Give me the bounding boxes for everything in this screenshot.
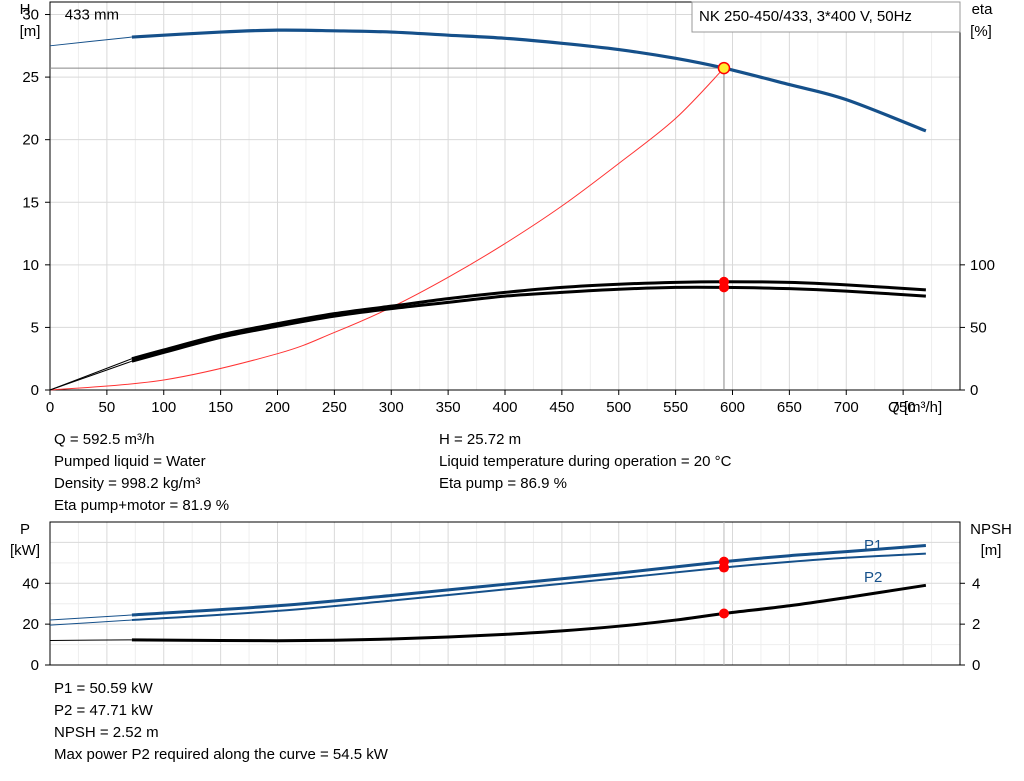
result-density: Density = 998.2 kg/m³	[54, 475, 201, 492]
x-tick-label: 300	[379, 399, 404, 416]
curve-annotation: 433 mm	[65, 7, 119, 24]
result-npsh: NPSH = 2.52 m	[54, 724, 159, 741]
x-tick-label: 550	[663, 399, 688, 416]
x-tick-label: 400	[492, 399, 517, 416]
eta-pump-motor-curve	[131, 285, 926, 363]
eta-curve-extrapolation	[49, 360, 133, 391]
head-duty-marker	[717, 61, 731, 75]
y-tick-label: 40	[22, 575, 39, 592]
result-eta-pump: Eta pump = 86.9 %	[439, 475, 567, 492]
y-right-tick-label: 50	[970, 319, 987, 336]
x-axis-title: Q [m³/h]	[888, 399, 942, 416]
p1-curve-extrapolation	[49, 614, 132, 621]
result-eta-pump-motor: Eta pump+motor = 81.9 %	[54, 497, 230, 514]
results-top-right: H = 25.72 m Liquid temperature during op…	[439, 429, 731, 495]
p2-curve	[131, 552, 926, 622]
y-right-tick-label: 0	[972, 657, 980, 674]
y-right-axis-title: NPSH	[970, 521, 1012, 538]
x-tick-label: 450	[549, 399, 574, 416]
x-tick-label: 250	[322, 399, 347, 416]
y-tick-label: 5	[31, 319, 39, 336]
y-right-axis-unit: [%]	[970, 23, 992, 40]
y-tick-label: 20	[22, 132, 39, 149]
y-axis-title: H	[20, 1, 31, 18]
x-tick-label: 100	[151, 399, 176, 416]
x-tick-label: 600	[720, 399, 745, 416]
p1-curve	[131, 543, 926, 617]
y-tick-label: 30	[22, 7, 39, 24]
p2-curve-extrapolation	[49, 619, 132, 626]
y-tick-label: 0	[31, 657, 39, 674]
y-axis-unit: [m]	[20, 23, 41, 40]
x-tick-label: 200	[265, 399, 290, 416]
x-tick-label: 0	[46, 399, 54, 416]
y-right-tick-label: 2	[972, 616, 980, 633]
result-head: H = 25.72 m	[439, 431, 522, 448]
y-axis-title: P	[20, 521, 30, 538]
head-curve-extrapolation	[49, 36, 132, 47]
system-curve	[49, 67, 725, 391]
npsh-curve-extrapolation	[49, 639, 132, 641]
x-tick-label: 650	[777, 399, 802, 416]
series-label-p1: P1	[864, 537, 882, 554]
results-top-left: Q = 592.5 m³/h Pumped liquid = Water Den…	[54, 429, 229, 517]
x-tick-label: 500	[606, 399, 631, 416]
duty-marker	[718, 608, 729, 619]
results-bottom: P1 = 50.59 kW P2 = 47.71 kW NPSH = 2.52 …	[54, 678, 388, 766]
y-tick-label: 15	[22, 194, 39, 211]
y-tick-label: 0	[31, 382, 39, 399]
duty-marker	[718, 562, 729, 573]
y-right-tick-label: 0	[970, 382, 978, 399]
eta-duty-marker	[718, 282, 729, 293]
result-p2: P2 = 47.71 kW	[54, 702, 153, 719]
result-liquid-temperature: Liquid temperature during operation = 20…	[439, 453, 732, 470]
plot-frame	[49, 521, 961, 666]
npsh-curve	[131, 583, 927, 643]
power-npsh-chart: 0 20 40 P [kW] 0 2 4 NPSH [m] P1 P2	[10, 521, 1012, 674]
title-box	[691, 1, 961, 33]
y-right-axis-unit: [m]	[981, 542, 1002, 559]
x-tick-label: 350	[436, 399, 461, 416]
y-tick-label: 10	[22, 257, 39, 274]
result-max-power: Max power P2 required along the curve = …	[54, 746, 388, 763]
series-label-p2: P2	[864, 569, 882, 586]
result-p1: P1 = 50.59 kW	[54, 680, 153, 697]
result-pumped-liquid: Pumped liquid = Water	[54, 453, 206, 470]
y-right-axis-title: eta	[972, 1, 994, 18]
chart-title: NK 250-450/433, 3*400 V, 50Hz	[699, 8, 912, 25]
y-tick-label: 25	[22, 69, 39, 86]
y-right-tick-label: 100	[970, 257, 995, 274]
head-efficiency-chart: 0 50 100 150 200 250 300 350 400 450 500 550 600 650 7…	[20, 1, 995, 416]
y-axis-unit: [kW]	[10, 542, 40, 559]
x-tick-label: 700	[834, 399, 859, 416]
eta-pump-curve	[131, 280, 926, 361]
x-tick-label: 150	[208, 399, 233, 416]
head-curve	[131, 28, 927, 133]
x-tick-label: 50	[99, 399, 116, 416]
y-tick-label: 20	[22, 616, 39, 633]
result-flow: Q = 592.5 m³/h	[54, 431, 155, 448]
x-tick-label: 750	[891, 399, 916, 416]
y-right-tick-label: 4	[972, 575, 980, 592]
